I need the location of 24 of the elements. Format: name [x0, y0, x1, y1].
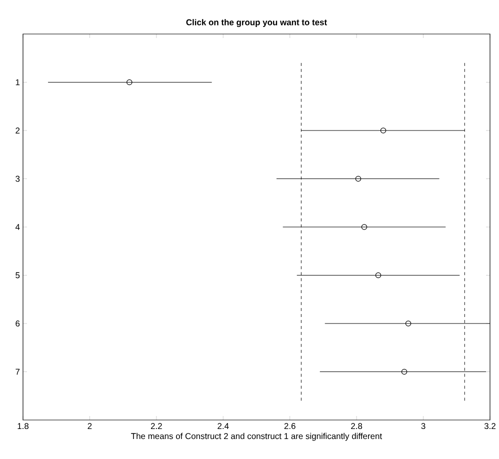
y-tick-label: 3 [16, 176, 20, 182]
point [361, 224, 368, 230]
x-tick-label: 2.2 [150, 423, 162, 429]
y-tick-label: 2 [16, 128, 20, 134]
y-tick-label: 1 [16, 79, 20, 86]
y-tick-label: 4 [15, 224, 20, 230]
point [401, 368, 408, 375]
x-axis-title: The means of Construct 2 and construct 1 are significantly different [131, 432, 382, 441]
point [405, 320, 412, 326]
point [380, 128, 386, 134]
point [355, 176, 362, 182]
y-tick-label: 7 [16, 368, 20, 375]
x-tick-label: 2.6 [284, 423, 296, 430]
chart-title: Click on the group you want to test [186, 19, 327, 28]
point [375, 272, 382, 278]
point [126, 79, 132, 86]
y-tick-label: 5 [16, 272, 20, 278]
y-tick-label: 6 [16, 320, 20, 326]
x-tick-label: 1.8 [18, 423, 29, 430]
x-tick-label: 3 [421, 423, 426, 430]
x-tick-label: 3.2 [484, 423, 496, 430]
x-tick-label: 2.4 [218, 423, 229, 429]
x-tick-label: 2.8 [351, 423, 362, 430]
x-tick-label: 2 [88, 423, 92, 429]
